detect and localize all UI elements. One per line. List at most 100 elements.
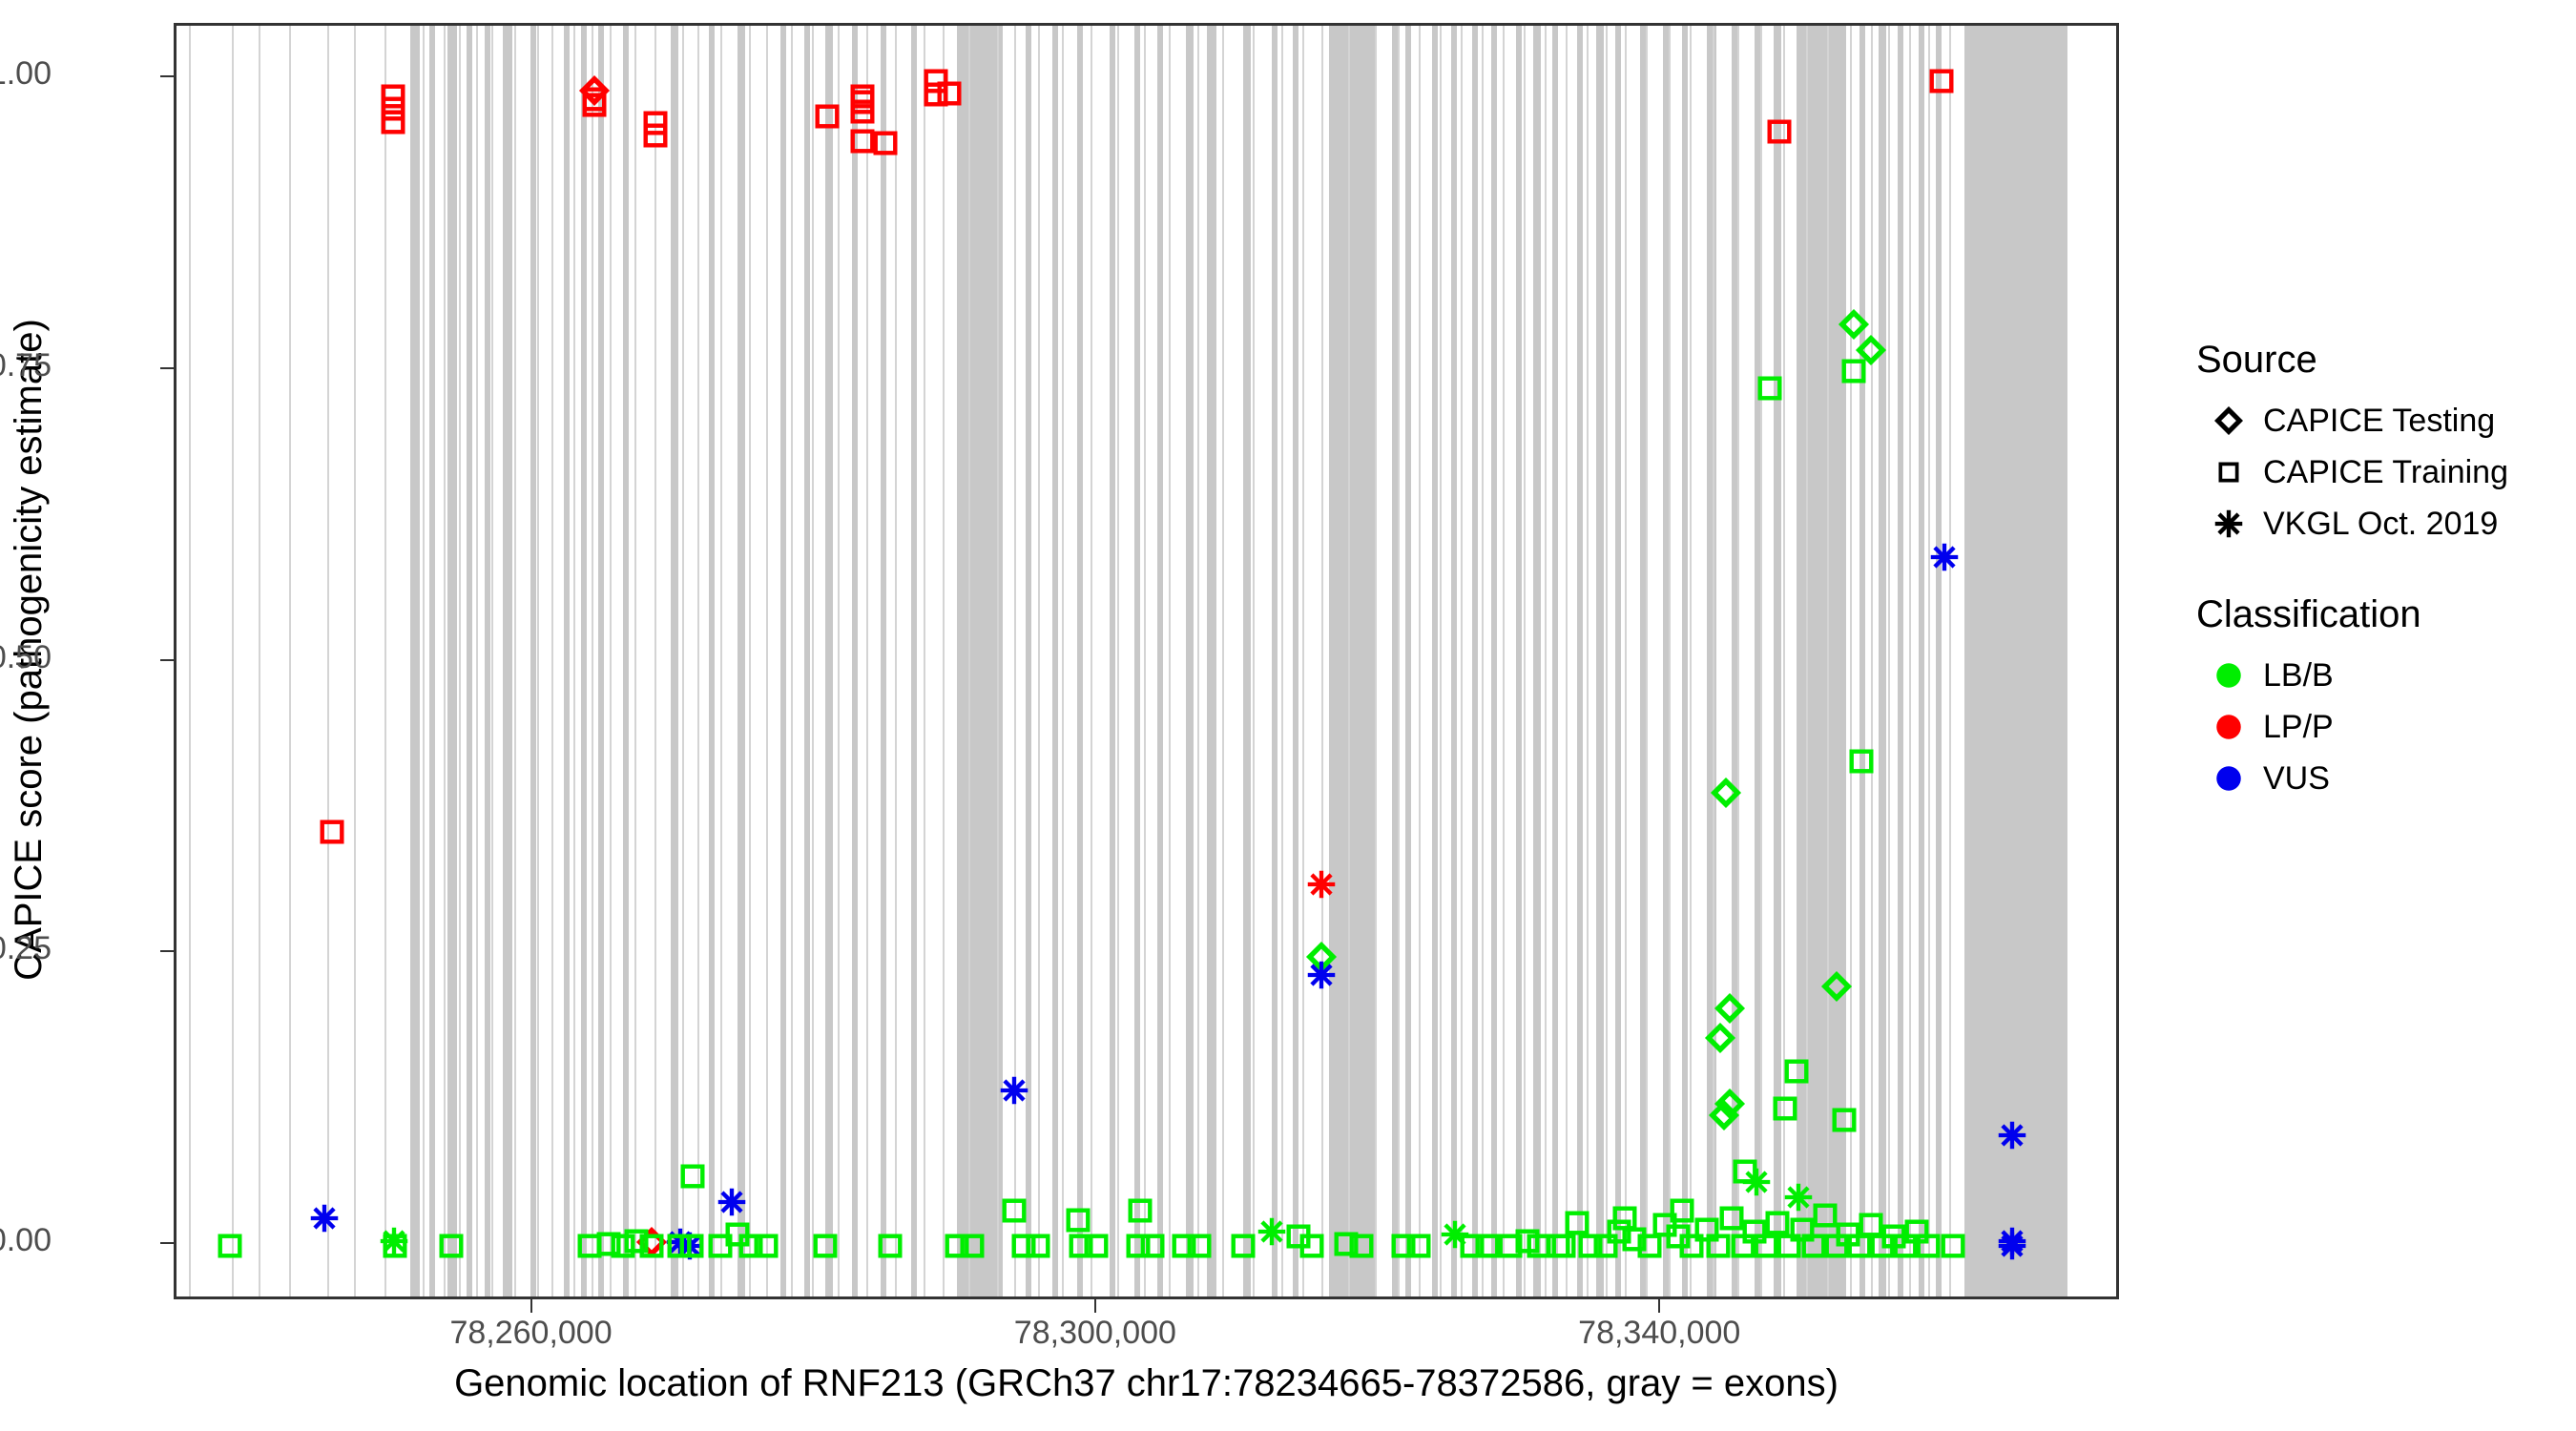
variant-gridline	[1281, 26, 1283, 1296]
variant-gridline	[682, 26, 684, 1296]
exon-band	[709, 26, 715, 1296]
exon-band	[1640, 26, 1646, 1296]
variant-gridline	[720, 26, 722, 1296]
legend-source-rows: CAPICE Testing CAPICE Training VKGL Oct. 2…	[2194, 395, 2576, 550]
scatter-point	[218, 1234, 242, 1258]
variant-gridline	[476, 26, 478, 1296]
x-tick-mark	[530, 1299, 532, 1313]
variant-gridline	[423, 26, 425, 1296]
legend-item-diamond[interactable]: CAPICE Testing	[2194, 395, 2576, 446]
exon-band	[1596, 26, 1604, 1296]
variant-gridline	[1091, 26, 1092, 1296]
scatter-point	[635, 1227, 668, 1258]
legend-item-asterisk[interactable]: VKGL Oct. 2019	[2194, 498, 2576, 550]
variant-gridline	[1014, 26, 1016, 1296]
y-tick-mark	[160, 950, 174, 953]
exon-band	[825, 26, 833, 1296]
y-tick-text: 0.00	[0, 1222, 52, 1258]
variant-gridline	[1737, 26, 1739, 1296]
legend-item-label: VKGL Oct. 2019	[2263, 505, 2499, 542]
variant-gridline	[384, 26, 386, 1296]
legend: Source CAPICE Testing CAPICE Training VKGL…	[2194, 339, 2576, 804]
exon-band	[1134, 26, 1140, 1296]
variant-gridline	[866, 26, 868, 1296]
legend-classification-rows: LB/B LP/P VUS	[2194, 650, 2576, 804]
scatter-point	[675, 1232, 704, 1260]
exon-band	[564, 26, 570, 1296]
exon-band	[1516, 26, 1522, 1296]
x-tick-mark	[1093, 1299, 1096, 1313]
variant-gridline	[1545, 26, 1547, 1296]
variant-gridline	[1646, 26, 1648, 1296]
variant-gridline	[1928, 26, 1930, 1296]
variant-gridline	[1440, 26, 1442, 1296]
variant-gridline	[459, 26, 461, 1296]
x-tick-label: 78,340,000	[1578, 1315, 1741, 1351]
variant-gridline	[1461, 26, 1463, 1296]
variant-gridline	[610, 26, 612, 1296]
exon-band	[1329, 26, 1377, 1296]
variant-gridline	[444, 26, 446, 1296]
exon-band	[1755, 26, 1760, 1296]
exon-band	[1472, 26, 1478, 1296]
exon-band	[581, 26, 587, 1296]
legend-item-square[interactable]: CAPICE Training	[2194, 446, 2576, 498]
variant-gridline	[697, 26, 699, 1296]
variant-gridline	[1850, 26, 1852, 1296]
exon-band	[485, 26, 490, 1296]
exon-band	[1026, 26, 1031, 1296]
scatter-point	[1084, 1234, 1109, 1258]
y-tick-mark	[160, 658, 174, 661]
variant-gridline	[189, 26, 191, 1296]
variant-gridline	[354, 26, 356, 1296]
exon-band	[1663, 26, 1669, 1296]
scatter-point	[924, 69, 948, 93]
exon-band	[467, 26, 472, 1296]
scatter-point	[1128, 1198, 1153, 1223]
y-tick-text: 0.50	[0, 638, 52, 675]
circle-icon	[2194, 661, 2263, 690]
scatter-point	[1930, 543, 1959, 571]
scatter-point	[639, 1234, 664, 1258]
variant-gridline	[1222, 26, 1224, 1296]
legend-spacer	[2194, 550, 2576, 593]
exon-band	[429, 26, 435, 1296]
exon-band	[1774, 26, 1781, 1296]
variant-gridline	[551, 26, 553, 1296]
variant-gridline	[749, 26, 751, 1296]
variant-gridline	[232, 26, 234, 1296]
variant-gridline	[1503, 26, 1505, 1296]
legend-item-lpp[interactable]: LP/P	[2194, 701, 2576, 753]
exon-band	[530, 26, 536, 1296]
variant-gridline	[812, 26, 814, 1296]
exon-band	[1577, 26, 1583, 1296]
exon-band	[1272, 26, 1278, 1296]
y-tick-text: 0.25	[0, 930, 52, 967]
variant-gridline	[997, 26, 999, 1296]
exon-band	[1077, 26, 1083, 1296]
legend-item-vus[interactable]: VUS	[2194, 753, 2576, 804]
circle-icon	[2194, 764, 2263, 793]
exon-band	[1186, 26, 1194, 1296]
exon-band	[1879, 26, 1886, 1296]
y-tick-text: 1.00	[0, 55, 52, 92]
scatter-point	[1714, 1088, 1746, 1119]
variant-gridline	[1348, 26, 1350, 1296]
legend-item-label: CAPICE Training	[2263, 453, 2508, 490]
exon-band	[1707, 26, 1716, 1296]
exon-band	[1936, 26, 1942, 1296]
exon-band	[881, 26, 886, 1296]
variant-gridline	[537, 26, 539, 1296]
exon-band	[1898, 26, 1903, 1296]
exon-band	[1392, 26, 1398, 1296]
legend-item-lbb[interactable]: LB/B	[2194, 650, 2576, 701]
variant-gridline	[514, 26, 516, 1296]
variant-gridline	[289, 26, 291, 1296]
scatter-point	[1286, 1224, 1311, 1249]
legend-source-title: Source	[2196, 339, 2317, 381]
variant-gridline	[1398, 26, 1400, 1296]
exon-band	[1052, 26, 1058, 1296]
exon-band	[1732, 26, 1737, 1296]
y-tick-text: 0.75	[0, 346, 52, 384]
exon-band	[1405, 26, 1411, 1296]
